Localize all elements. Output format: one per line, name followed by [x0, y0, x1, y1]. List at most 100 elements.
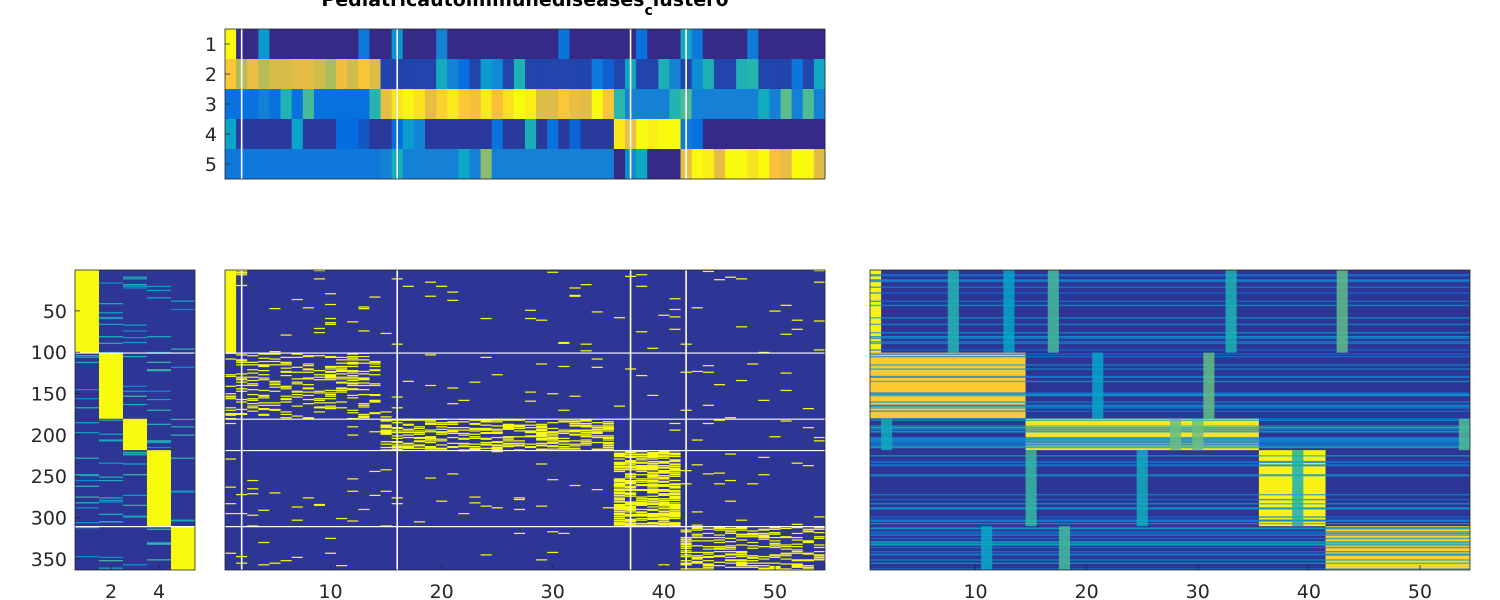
bottom-middle-cell [502, 436, 514, 438]
bottom-middle-cell [280, 361, 292, 363]
bottom-middle-cell [636, 522, 648, 525]
top-cell [747, 89, 759, 120]
bottom-right-stripe [870, 337, 1470, 340]
chart-title-tail: luster0 [653, 0, 729, 11]
bottom-middle-cell [480, 432, 492, 435]
bottom-middle-cell [613, 498, 625, 500]
bottom-middle-cell [436, 431, 448, 434]
bottom-middle-cell [425, 449, 437, 451]
bottom-middle-cell [802, 559, 814, 561]
bottom-middle-cell [525, 400, 537, 402]
top-cell [380, 149, 392, 180]
bottom-right-column [1192, 418, 1204, 451]
top-cell [769, 149, 781, 180]
bottom-middle-cell [713, 527, 725, 529]
bottom-middle-cell [747, 562, 759, 564]
bottom-middle-cell [380, 432, 392, 435]
bottom-middle-cell [613, 507, 625, 509]
bottom-middle-cell [302, 369, 314, 371]
top-cell [369, 59, 381, 90]
bottom-middle-cell [736, 326, 748, 328]
bottom-middle-cell [813, 527, 825, 529]
bottom-middle-cell [480, 441, 492, 444]
bottom-middle-cell [602, 421, 614, 423]
bottom-middle-cell [425, 431, 437, 433]
bottom-left-cell [99, 560, 123, 562]
bottom-middle-cell [469, 381, 481, 383]
bottom-middle-cell [669, 505, 681, 507]
bottom-middle-cell [647, 471, 659, 473]
bottom-right-column [981, 526, 993, 570]
bottom-left-cell [75, 398, 99, 400]
bottom-right-stripe [870, 537, 1470, 540]
bottom-middle-cell [669, 454, 681, 456]
top-cell [436, 59, 448, 90]
bottom-middle-cell [247, 410, 259, 412]
bottom-middle-cell [313, 504, 325, 506]
bottom-right-column [1047, 270, 1059, 353]
bottom-middle-cell [669, 487, 681, 489]
bottom-middle-cell [636, 481, 648, 483]
bottom-middle-cell [558, 446, 570, 448]
bottom-middle-cell [791, 328, 803, 330]
bottom-middle-cell [502, 428, 514, 430]
bottom-right-xtick-label: 40 [1297, 581, 1321, 600]
bottom-middle-cell [613, 498, 625, 501]
top-cell [225, 119, 237, 150]
bottom-middle-cell [313, 402, 325, 404]
bottom-middle-cell [647, 484, 659, 487]
bottom-middle-cell [425, 354, 437, 356]
bottom-middle-cell [658, 523, 670, 525]
top-cell [647, 29, 659, 60]
bottom-middle-cell [647, 515, 659, 517]
top-cell [358, 29, 370, 60]
top-cell [691, 149, 704, 180]
bottom-middle-cell [647, 501, 659, 503]
bottom-middle-cell [569, 484, 581, 487]
bottom-middle-cell [569, 443, 581, 445]
top-cell [569, 149, 581, 180]
top-cell [225, 89, 237, 120]
bottom-middle-cell [580, 420, 592, 422]
bottom-middle-cell [369, 296, 381, 298]
top-cell [225, 149, 237, 180]
bottom-middle-cell [502, 423, 514, 425]
bottom-middle-cell [280, 386, 292, 388]
top-cell [480, 119, 492, 150]
bottom-middle-cell [691, 561, 703, 563]
bottom-middle-cell [536, 427, 548, 429]
bottom-middle-cell [658, 453, 670, 455]
bottom-middle-cell [358, 393, 370, 396]
bottom-middle-cell [669, 469, 681, 471]
bottom-middle-cell [736, 278, 748, 280]
top-cell [425, 149, 437, 180]
bottom-middle-cell [247, 398, 259, 400]
bottom-middle-cell [736, 529, 748, 531]
bottom-middle-cell [425, 436, 437, 438]
top-cell [691, 59, 704, 90]
bottom-middle-cell [736, 527, 748, 529]
bottom-middle-cell [247, 393, 259, 396]
bottom-middle-cell [713, 527, 725, 530]
bottom-middle-cell [325, 398, 337, 400]
top-cell [758, 29, 770, 60]
bottom-middle-cell [669, 497, 681, 499]
bottom-left-cell [123, 385, 147, 387]
bottom-middle-cell [725, 562, 737, 564]
top-cell [291, 89, 304, 120]
bottom-middle-cell [791, 565, 803, 568]
bottom-middle-cell [402, 442, 414, 444]
bottom-middle-cell [325, 376, 337, 378]
bottom-middle-cell [691, 540, 703, 542]
bottom-middle-cell [658, 502, 670, 504]
bottom-middle-cell [669, 524, 681, 526]
bottom-middle-cell [813, 544, 825, 546]
bottom-middle-cell [558, 532, 570, 535]
bottom-middle-cell [658, 564, 670, 566]
top-cell [580, 89, 592, 120]
bottom-left-border [74, 269, 196, 571]
bottom-right-column [1292, 450, 1304, 527]
bottom-middle-cell [613, 483, 625, 485]
top-cell [413, 59, 426, 90]
bottom-middle-cell [791, 549, 803, 551]
